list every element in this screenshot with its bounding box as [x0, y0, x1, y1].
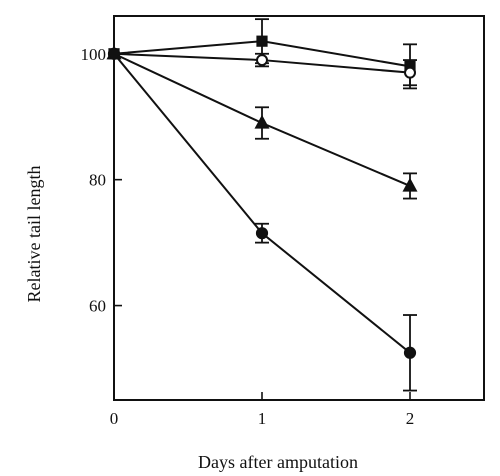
data-point: [255, 227, 269, 240]
series-open-circle: [108, 47, 417, 87]
data-point: [254, 114, 270, 129]
data-point: [107, 47, 121, 60]
y-tick-label: 80: [89, 171, 106, 190]
data-point: [403, 346, 417, 359]
axes: 0 1 2 60 80 100: [81, 15, 485, 428]
data-point: [256, 54, 268, 67]
plot-frame: [113, 15, 485, 401]
x-tick-label: 0: [110, 409, 119, 428]
series-layer: [106, 18, 418, 392]
data-point: [256, 35, 268, 47]
data-point: [402, 177, 418, 192]
data-point: [404, 66, 416, 79]
series-line: [113, 53, 411, 354]
x-tick-label: 1: [258, 409, 267, 428]
y-axis-label: Relative tail length: [24, 166, 44, 303]
x-axis-label: Days after amputation: [198, 452, 358, 472]
series-filled-triangle: [106, 45, 418, 200]
series-filled-circle: [107, 47, 417, 392]
y-tick-label: 100: [81, 45, 107, 64]
y-tick-label: 60: [89, 297, 106, 316]
x-tick-label: 2: [406, 409, 415, 428]
